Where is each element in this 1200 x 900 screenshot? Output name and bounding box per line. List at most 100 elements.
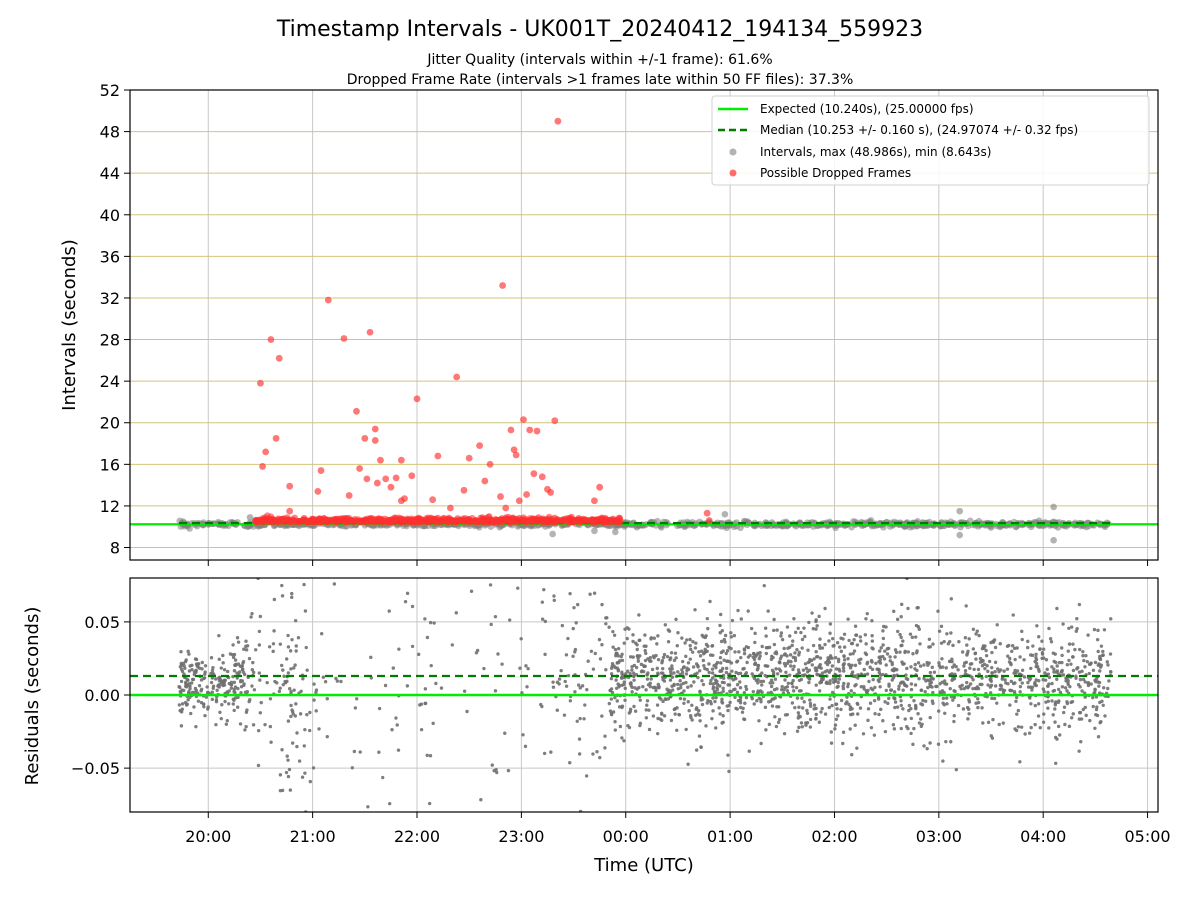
residual-point — [869, 725, 874, 730]
residual-point — [600, 714, 604, 718]
residual-point — [842, 632, 847, 637]
residual-point — [974, 632, 978, 636]
residual-point — [689, 684, 693, 688]
residual-point — [697, 669, 702, 673]
residual-point — [878, 661, 883, 665]
residual-point — [423, 701, 428, 706]
residual-point — [939, 624, 944, 629]
residual-point — [1091, 668, 1096, 672]
residual-point — [727, 769, 731, 774]
residual-point — [1105, 660, 1109, 664]
residual-point — [742, 651, 747, 656]
residual-point — [791, 639, 795, 643]
residual-point — [637, 638, 641, 643]
residual-point — [1020, 637, 1024, 642]
residual-point — [303, 727, 307, 732]
residual-point — [219, 666, 223, 670]
intervals-axes-frame — [129, 89, 1159, 561]
residual-point — [1086, 683, 1091, 688]
residual-point — [689, 715, 693, 720]
residual-point — [1018, 690, 1022, 694]
residual-point — [1016, 725, 1021, 729]
residual-point — [808, 717, 813, 722]
residual-point — [974, 701, 978, 705]
residual-point — [1060, 660, 1064, 665]
residual-point — [961, 707, 966, 711]
residual-point — [647, 727, 652, 732]
residual-point — [687, 708, 691, 713]
dropped-frame-point — [290, 518, 297, 525]
residual-point — [280, 583, 284, 588]
residual-point — [1107, 679, 1111, 683]
residual-point — [1087, 671, 1091, 676]
residual-point — [294, 649, 298, 653]
residual-point — [767, 645, 772, 650]
residual-point — [906, 606, 910, 611]
residual-point — [993, 670, 997, 674]
residual-point — [812, 657, 816, 661]
dropped-frame-point — [377, 456, 384, 464]
residual-point — [892, 609, 896, 614]
residual-point — [975, 685, 979, 689]
residual-point — [993, 684, 998, 688]
residual-point — [217, 657, 221, 661]
residual-point — [898, 650, 902, 654]
residual-point — [1029, 725, 1033, 730]
residual-point — [775, 705, 779, 709]
residual-point — [588, 592, 592, 596]
residual-point — [1060, 646, 1064, 650]
residual-point — [721, 720, 725, 724]
residual-point — [905, 725, 909, 729]
residual-point — [188, 695, 192, 699]
residual-point — [188, 664, 192, 668]
residual-point — [913, 662, 917, 667]
residual-point — [205, 685, 209, 689]
residual-point — [848, 705, 853, 709]
residual-point — [902, 662, 906, 666]
residual-point — [845, 695, 849, 699]
residual-point — [707, 662, 711, 666]
residual-point — [976, 697, 980, 701]
residual-point — [841, 684, 845, 688]
residual-point — [863, 633, 868, 637]
residual-point — [1055, 606, 1059, 611]
residual-point — [838, 669, 842, 673]
residual-point — [892, 696, 897, 701]
residual-point — [1016, 708, 1021, 713]
residual-point — [298, 712, 303, 716]
residual-point — [1060, 653, 1064, 658]
residual-point — [772, 628, 776, 633]
residual-point — [949, 597, 954, 601]
residual-point — [944, 666, 948, 670]
residual-point — [708, 699, 713, 704]
residual-point — [888, 655, 892, 659]
residual-point — [245, 689, 250, 694]
residual-point — [897, 684, 901, 688]
residual-point — [518, 666, 522, 670]
residual-point — [914, 623, 919, 628]
residual-point — [290, 708, 294, 712]
residual-point — [729, 631, 733, 635]
residual-point — [818, 646, 822, 650]
residual-point — [738, 701, 743, 705]
dropped-frame-point — [507, 426, 515, 434]
residual-point — [1033, 722, 1037, 727]
residual-point — [639, 662, 644, 667]
residual-point — [1045, 667, 1049, 672]
residual-point — [1083, 680, 1087, 684]
intervals-y-tick-label: 8 — [110, 539, 120, 558]
residual-point — [797, 678, 802, 683]
interval-point — [956, 507, 964, 515]
residual-point — [674, 617, 678, 622]
residual-point — [871, 688, 875, 692]
residual-point — [249, 615, 253, 619]
residual-point — [841, 666, 846, 670]
dropped-frame-point — [402, 516, 409, 524]
residual-point — [268, 724, 273, 729]
residual-point — [968, 682, 973, 686]
residual-point — [211, 686, 215, 690]
intervals-y-tick-label: 20 — [100, 414, 120, 433]
residual-point — [636, 654, 640, 658]
residual-point — [1025, 645, 1030, 650]
residual-point — [299, 689, 303, 694]
